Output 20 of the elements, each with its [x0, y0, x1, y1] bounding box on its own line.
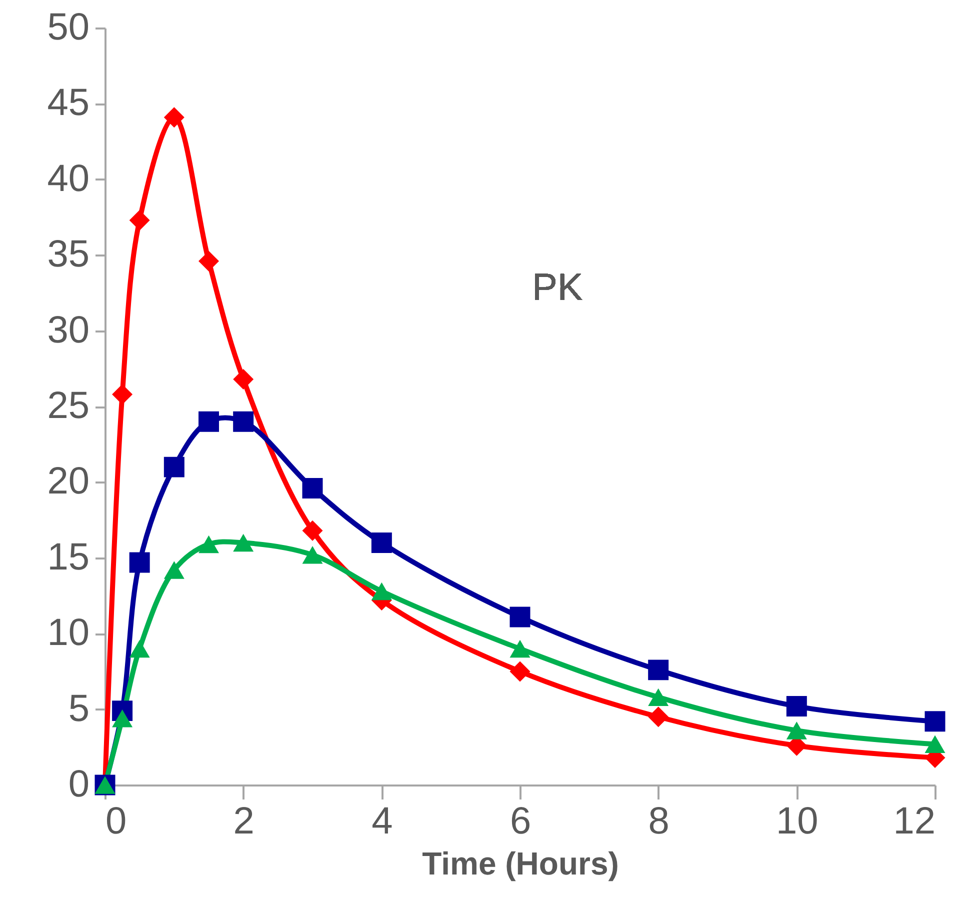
y-tick-label: 10: [47, 612, 90, 654]
x-tick-label: 10: [776, 800, 818, 842]
y-tick-label: 15: [47, 536, 90, 578]
x-tick-label: 12: [893, 800, 936, 842]
x-tick-label: 4: [372, 800, 393, 842]
y-tick-label: 30: [47, 309, 90, 352]
y-tick-label: 0: [68, 764, 90, 806]
annotation: PK: [532, 267, 583, 310]
x-tick-label: 2: [233, 800, 254, 842]
x-tick-label: 6: [510, 800, 532, 842]
x-axis-title: Time (Hours): [422, 846, 619, 882]
y-tick-label: 20: [47, 460, 90, 503]
y-tick-label: 5: [68, 688, 90, 730]
y-tick-label: 35: [47, 234, 90, 276]
x-tick-label: 8: [648, 800, 670, 842]
y-tick-label: 25: [47, 385, 90, 427]
x-tick-label: 0: [106, 800, 127, 842]
y-tick-label: 45: [47, 82, 90, 124]
y-tick-label: 40: [47, 158, 90, 200]
y-tick-label: 50: [47, 6, 90, 48]
